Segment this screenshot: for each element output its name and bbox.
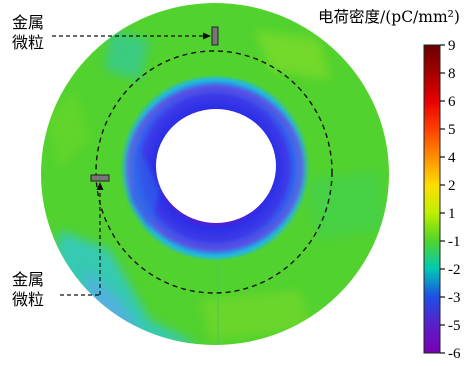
colorbar-title: 电荷密度/(pC/mm²): [318, 8, 460, 26]
inner-hole: [156, 109, 276, 223]
colorbar-tick-label: 8: [448, 66, 456, 82]
colorbar-tick-label: -6: [448, 346, 461, 362]
colorbar: [423, 44, 441, 354]
annotation-upper: 金属 微粒: [12, 13, 49, 52]
colorbar-tick-label: 5: [448, 122, 456, 138]
annotation-left-line2: 微粒: [12, 290, 44, 309]
colorbar-tick-label: 2: [448, 178, 456, 194]
particle-orbit: [95, 50, 333, 294]
colorbar-tick-label: 6: [448, 94, 456, 110]
colorbar-tick-label: -3: [448, 290, 461, 306]
upper-particle: [211, 26, 219, 46]
annotation-left-line1: 金属: [12, 270, 44, 289]
colorbar-tick-label: 4: [448, 150, 456, 166]
colorbar-tick-label: -2: [448, 262, 461, 278]
annotation-upper-line1: 金属: [12, 13, 44, 32]
colorbar-tick-label: 1: [448, 206, 456, 222]
annotation-left: 金属 微粒: [12, 270, 49, 309]
colorbar-tick-label: 9: [448, 38, 456, 54]
colorbar-tick-label: -1: [448, 234, 461, 250]
left-particle: [90, 174, 110, 182]
colorbar-tick-label: -5: [448, 318, 461, 334]
colorbar-ticks: 9 8 6 5 4 2 1 -1 -2 -3 -5 -6: [440, 38, 461, 362]
annotation-upper-line2: 微粒: [12, 33, 44, 52]
